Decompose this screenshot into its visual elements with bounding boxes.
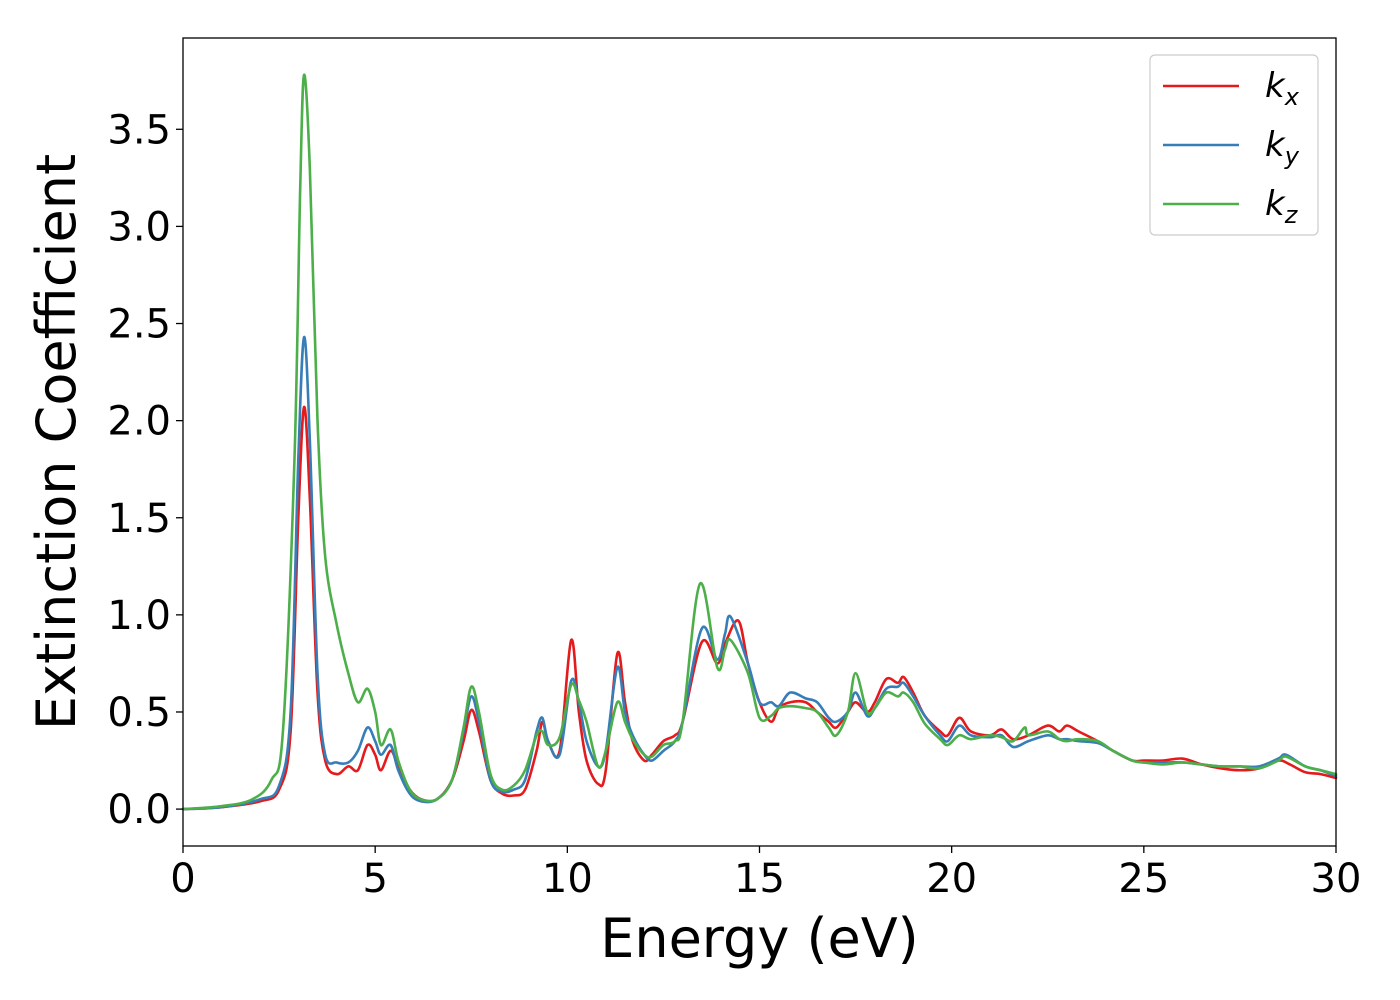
x-axis-title: Energy (eV)	[600, 907, 919, 970]
legend-subscript-ky: y	[1284, 142, 1300, 170]
series-line-kx	[181, 405, 1338, 811]
x-axis: 0 5 10 15 20 25 30	[170, 846, 1361, 902]
series-layer	[181, 73, 1338, 811]
y-axis: 0.0 0.5 1.0 1.5 2.0 2.5 3.0 3.5	[107, 107, 183, 833]
series-line-ky	[181, 335, 1338, 811]
y-tick-label: 2.5	[107, 302, 171, 348]
x-tick-label: 25	[1118, 856, 1169, 902]
x-tick-label: 20	[926, 856, 977, 902]
legend-label-ky: ky	[1265, 125, 1300, 170]
series-line-kz	[181, 73, 1338, 811]
y-tick-label: 3.0	[107, 204, 171, 250]
legend-subscript-kz: z	[1284, 201, 1299, 229]
y-tick-label: 0.0	[107, 787, 171, 833]
x-tick-label: 15	[734, 856, 785, 902]
y-tick-label: 2.0	[107, 399, 171, 445]
y-tick-label: 1.5	[107, 496, 171, 542]
x-tick-label: 10	[542, 856, 593, 902]
x-tick-label: 5	[362, 856, 387, 902]
x-tick-label: 0	[170, 856, 195, 902]
y-tick-label: 1.0	[107, 593, 171, 639]
legend-subscript-kx: x	[1284, 83, 1300, 111]
x-tick-label: 30	[1311, 856, 1362, 902]
y-axis-title: Extinction Coefficient	[25, 154, 88, 730]
y-tick-label: 3.5	[107, 107, 171, 153]
y-tick-label: 0.5	[107, 690, 171, 736]
